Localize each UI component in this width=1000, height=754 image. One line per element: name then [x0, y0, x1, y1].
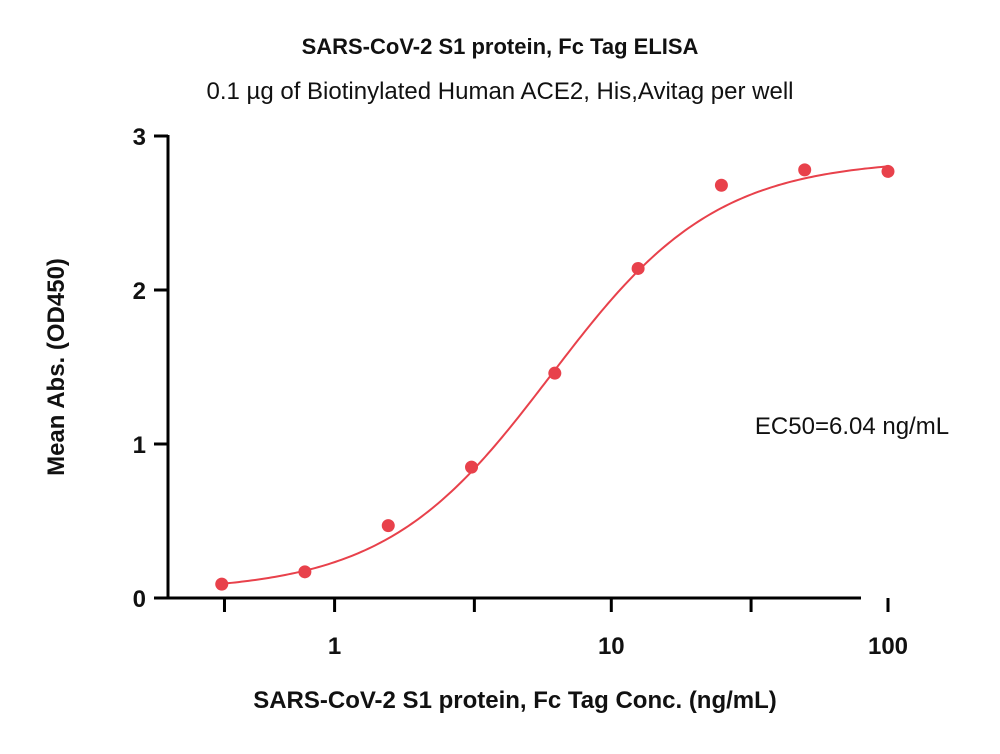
ec50-annotation: EC50=6.04 ng/mL	[755, 413, 949, 440]
data-point	[881, 164, 895, 178]
y-axis-label: Mean Abs. (OD450)	[43, 258, 70, 476]
chart-subtitle: 0.1 µg of Biotinylated Human ACE2, His,A…	[206, 78, 794, 105]
data-point	[381, 519, 395, 533]
y-tick-label: 3	[133, 124, 146, 151]
x-axis-label: SARS-CoV-2 S1 protein, Fc Tag Conc. (ng/…	[253, 687, 777, 714]
data-point	[548, 366, 562, 380]
data-point	[465, 460, 479, 474]
data-points	[215, 163, 895, 591]
x-tick-label: 100	[868, 633, 908, 660]
axis-labels: Mean Abs. (OD450) SARS-CoV-2 S1 protein,…	[43, 258, 949, 714]
axes: 0 1 2 3 1 10 100	[133, 124, 908, 660]
x-tick-label: 10	[598, 633, 625, 660]
y-tick-label: 0	[133, 586, 146, 613]
data-point	[714, 178, 728, 192]
data-point	[631, 261, 645, 275]
data-point	[298, 565, 312, 579]
chart-title: SARS-CoV-2 S1 protein, Fc Tag ELISA	[301, 34, 699, 59]
x-tick-label: 1	[328, 633, 341, 660]
data-point	[798, 163, 812, 177]
data-point	[215, 577, 229, 591]
y-tick-label: 2	[133, 278, 146, 305]
y-tick-label: 1	[133, 432, 146, 459]
